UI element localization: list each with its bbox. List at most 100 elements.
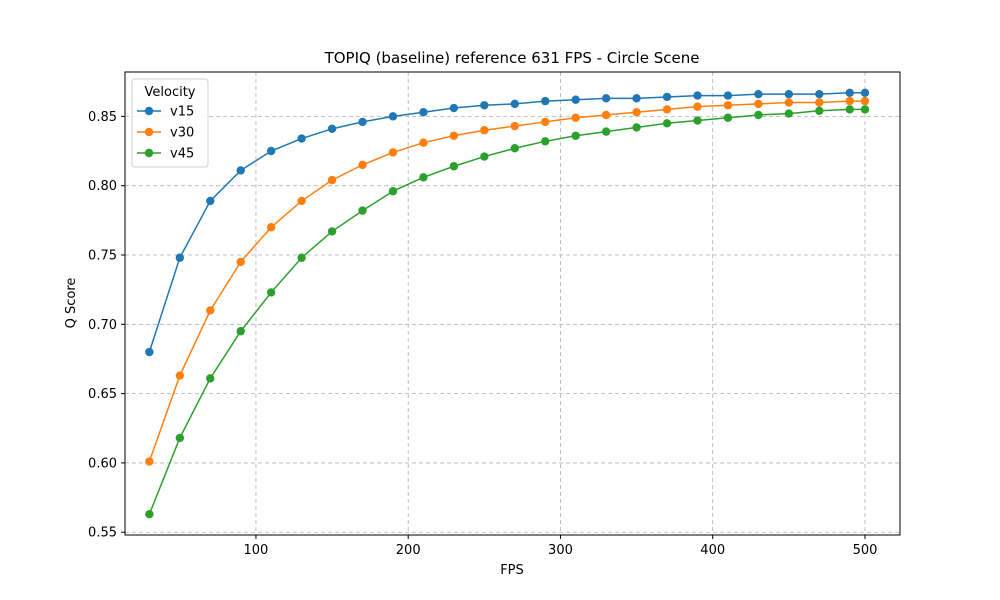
series-line-v15: [148, 92, 865, 353]
data-point-v45: [388, 187, 398, 196]
data-point-v15: [388, 112, 398, 121]
data-point-v30: [784, 98, 794, 107]
x-axis-label: FPS: [500, 563, 524, 578]
data-point-v45: [845, 105, 854, 114]
data-point-v45: [510, 144, 519, 153]
data-point-v15: [327, 124, 337, 134]
data-point-v30: [510, 121, 519, 131]
legend-box: [131, 78, 209, 168]
data-point-v15: [449, 103, 459, 113]
legend-title: Velocity: [145, 85, 196, 100]
data-point-v30: [815, 98, 824, 107]
y-tick-label: 0.65: [88, 387, 117, 402]
data-point-v45: [327, 227, 337, 236]
data-point-v45: [145, 510, 154, 519]
data-point-v45: [480, 152, 489, 161]
data-point-v15: [860, 88, 870, 97]
series-line-v45: [148, 108, 865, 515]
legend-marker-v15: [144, 106, 154, 116]
data-point-v15: [206, 196, 215, 206]
data-point-v45: [693, 116, 702, 125]
data-point-v45: [419, 173, 428, 182]
data-point-v30: [358, 160, 367, 170]
data-point-v45: [662, 119, 672, 128]
data-point-v15: [571, 95, 580, 104]
ticks: 100 200 300 400 500 0.55 0.60 0.65 0.70 0.75 0.80 0…: [88, 110, 877, 558]
data-point-v30: [419, 138, 428, 147]
legend-marker-v45: [144, 148, 154, 158]
data-point-v30: [571, 113, 580, 122]
data-point-v15: [601, 94, 611, 103]
data-point-v30: [845, 96, 854, 106]
legend-marker-v30: [144, 127, 154, 137]
data-point-v15: [754, 89, 763, 99]
data-point-v15: [845, 88, 854, 97]
data-point-v30: [480, 126, 489, 135]
data-point-v15: [510, 99, 519, 109]
chart-title: TOPIQ (baseline) reference 631 FPS - Cir…: [324, 49, 700, 67]
data-point-v30: [145, 457, 154, 466]
data-point-v30: [541, 117, 550, 127]
y-tick-label: 0.70: [88, 318, 117, 333]
x-tick-label: 500: [853, 543, 878, 558]
y-tick-label: 0.60: [88, 456, 117, 471]
legend-item-v15: v15: [137, 105, 194, 120]
data-point-v45: [860, 105, 870, 114]
x-tick-label: 300: [548, 543, 573, 558]
data-point-v15: [662, 92, 672, 102]
data-point-v45: [266, 288, 276, 297]
data-point-v45: [449, 162, 459, 171]
x-tick-label: 200: [396, 543, 421, 558]
data-point-v15: [358, 117, 367, 127]
y-tick-label: 0.75: [88, 248, 117, 263]
data-point-v15: [145, 347, 154, 357]
data-point-v15: [480, 101, 489, 110]
data-point-v30: [601, 110, 611, 120]
data-point-v45: [175, 433, 185, 443]
data-point-v45: [723, 113, 733, 122]
legend-item-v45: v45: [137, 147, 194, 162]
data-point-v15: [815, 89, 824, 99]
x-tick-label: 100: [244, 543, 269, 558]
series-v15: [145, 88, 870, 357]
data-point-v30: [754, 99, 763, 109]
data-point-v45: [815, 106, 824, 116]
data-point-v15: [419, 108, 428, 117]
data-point-v30: [388, 148, 398, 157]
data-point-v15: [236, 166, 245, 175]
series-v45: [145, 105, 870, 519]
data-point-v15: [175, 253, 185, 262]
y-axis-label: Q Score: [64, 278, 79, 329]
legend-items: v15 v30 v45: [137, 105, 194, 162]
data-point-v15: [541, 96, 550, 106]
data-point-v30: [266, 223, 276, 232]
data-point-v30: [632, 108, 641, 117]
data-point-v30: [236, 257, 245, 267]
data-point-v45: [541, 137, 550, 146]
data-point-v15: [266, 146, 276, 156]
series-line-v30: [148, 100, 865, 462]
data-point-v15: [784, 89, 794, 99]
data-point-v30: [297, 196, 306, 206]
plot-area-frame: [124, 71, 901, 536]
data-point-v15: [632, 94, 641, 103]
data-point-v45: [571, 131, 580, 140]
y-tick-label: 0.55: [88, 526, 117, 541]
data-point-v45: [297, 253, 306, 262]
legend-label-v45: v45: [170, 147, 194, 162]
data-point-v30: [693, 102, 702, 111]
legend-item-v30: v30: [137, 126, 194, 141]
series-v30: [145, 96, 870, 466]
data-point-v30: [175, 371, 185, 380]
y-tick-label: 0.85: [88, 110, 117, 125]
data-point-v30: [449, 131, 459, 140]
legend-label-v30: v30: [170, 126, 194, 141]
series-layer: [145, 88, 870, 519]
legend: Velocity v15 v30 v45: [131, 78, 209, 168]
y-tick-label: 0.80: [88, 179, 117, 194]
data-point-v15: [693, 91, 702, 100]
x-tick-label: 400: [700, 543, 725, 558]
legend-label-v15: v15: [170, 105, 194, 120]
grid: [125, 72, 900, 535]
data-point-v45: [236, 327, 245, 336]
